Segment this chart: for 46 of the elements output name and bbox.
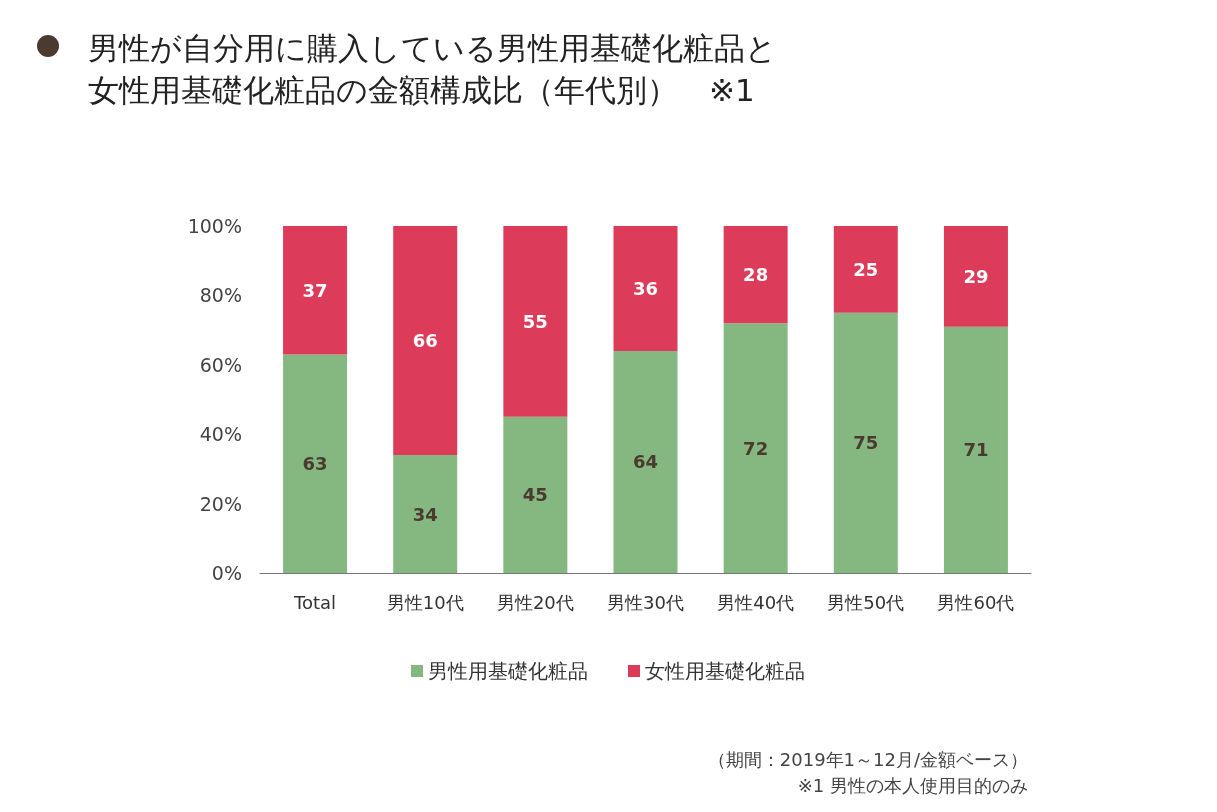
bar: [833, 312, 898, 573]
legend-label: 女性用基礎化粧品: [645, 659, 805, 683]
data-label: 64: [632, 451, 659, 473]
data-label: 28: [743, 264, 769, 286]
bar: [833, 226, 898, 313]
y-tick-label: 60%: [199, 353, 242, 376]
text: ※1 男性の本人使用目的のみ: [797, 774, 1029, 796]
y-tick-label: 80%: [199, 284, 242, 307]
bar: [723, 323, 788, 573]
data-label: 36: [632, 277, 659, 299]
data-label: 25: [853, 258, 879, 280]
bar: [613, 226, 678, 351]
y-tick-label: 100%: [187, 215, 242, 237]
bar: [283, 354, 348, 573]
y-tick-label: 20%: [199, 492, 242, 515]
bar: [283, 226, 348, 355]
x-tick-label: 男性30代: [607, 591, 684, 613]
bar: [943, 226, 1008, 327]
x-tick-label: 男性60代: [937, 591, 1015, 613]
x-tick-label: 男性20代: [496, 591, 574, 613]
bar: [943, 326, 1008, 573]
data-label: 29: [963, 265, 989, 287]
x-tick-label: Total: [293, 591, 337, 613]
data-label: 66: [412, 330, 438, 352]
data-label: 72: [743, 437, 769, 459]
data-label: 34: [412, 503, 438, 525]
chart-title: 男性が自分用に購入している男性用基礎化粧品と女性用基礎化粧品の金額構成比（年代別） ※1: [88, 30, 777, 108]
x-tick-label: 男性50代: [827, 591, 905, 613]
bar: [503, 416, 568, 573]
bar: [393, 455, 458, 573]
data-label: 37: [302, 279, 328, 301]
bar: [613, 350, 678, 573]
data-label: 75: [853, 432, 879, 454]
data-label: 55: [522, 310, 548, 332]
bar: [503, 226, 568, 417]
bar: [393, 226, 458, 456]
x-tick-label: 男性10代: [386, 591, 464, 613]
data-label: 71: [963, 439, 989, 461]
data-label: 45: [522, 484, 548, 506]
legend-label: 男性用基礎化粧品: [428, 659, 588, 683]
bar: [723, 226, 788, 324]
y-tick-label: 0%: [211, 562, 242, 584]
text: （期間：2019年1～12月/金額ベース）: [707, 748, 1028, 770]
y-tick-label: 40%: [199, 423, 242, 446]
data-label: 63: [302, 453, 328, 475]
x-tick-label: 男性40代: [717, 591, 795, 613]
